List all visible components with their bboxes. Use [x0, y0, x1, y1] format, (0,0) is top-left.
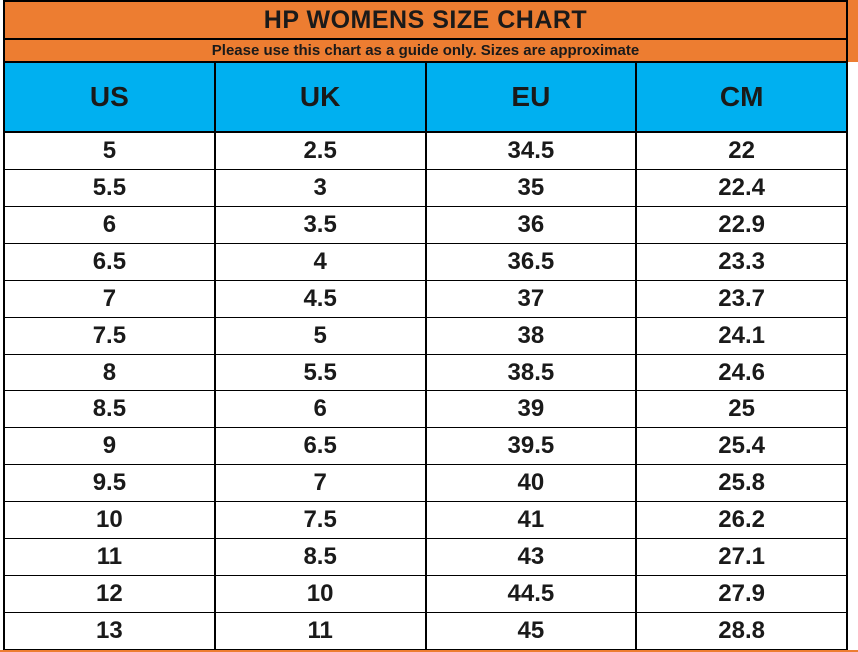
table-row: 11 8.5 43 27.1: [3, 538, 848, 577]
subtitle-row: Please use this chart as a guide only. S…: [3, 38, 848, 63]
table-cell: 3: [213, 169, 427, 207]
table-cell: 6.5: [213, 427, 427, 466]
table-cell: 34.5: [424, 131, 638, 171]
table-row: 6.5 4 36.5 23.3: [3, 242, 848, 281]
table-cell: 4: [213, 242, 427, 281]
table-row: 12 10 44.5 27.9: [3, 575, 848, 613]
table-row: 7 4.5 37 23.7: [3, 279, 848, 318]
table-cell: 27.9: [635, 575, 848, 613]
table-cell: 23.3: [635, 242, 848, 281]
table-cell: 23.7: [635, 279, 848, 318]
table-row: 8.5 6 39 25: [3, 390, 848, 429]
column-header-uk: UK: [213, 61, 427, 133]
orange-right-bleed: [845, 0, 858, 62]
table-cell: 37: [424, 279, 638, 318]
table-cell: 40: [424, 464, 638, 503]
disclaimer-text: Please use this chart as a guide only. S…: [3, 38, 848, 63]
table-cell: 5: [3, 131, 216, 171]
table-cell: 41: [424, 501, 638, 540]
table-cell: 10: [3, 501, 216, 540]
column-header-row: US UK EU CM: [3, 61, 848, 133]
table-row: 6 3.5 36 22.9: [3, 205, 848, 244]
table-row: 5 2.5 34.5 22: [3, 131, 848, 171]
size-chart-table: HP WOMENS SIZE CHART Please use this cha…: [3, 0, 848, 651]
table-cell: 13: [3, 611, 216, 651]
table-row: 5.5 3 35 22.4: [3, 169, 848, 207]
table-cell: 12: [3, 575, 216, 613]
table-cell: 7: [213, 464, 427, 503]
table-cell: 7.5: [213, 501, 427, 540]
table-cell: 9: [3, 427, 216, 466]
table-cell: 27.1: [635, 538, 848, 577]
column-header-cm: CM: [635, 61, 848, 133]
table-cell: 11: [3, 538, 216, 577]
title-row: HP WOMENS SIZE CHART: [3, 0, 848, 40]
table-row: 9 6.5 39.5 25.4: [3, 427, 848, 466]
table-cell: 25.4: [635, 427, 848, 466]
page-title: HP WOMENS SIZE CHART: [3, 0, 848, 40]
table-row: 7.5 5 38 24.1: [3, 316, 848, 355]
table-cell: 6.5: [3, 242, 216, 281]
table-cell: 8: [3, 353, 216, 392]
table-cell: 35: [424, 169, 638, 207]
table-cell: 26.2: [635, 501, 848, 540]
table-cell: 7.5: [3, 316, 216, 355]
table-row: 10 7.5 41 26.2: [3, 501, 848, 540]
table-cell: 25.8: [635, 464, 848, 503]
table-cell: 43: [424, 538, 638, 577]
table-cell: 2.5: [213, 131, 427, 171]
orange-bottom-strip: [0, 650, 858, 652]
column-header-us: US: [3, 61, 216, 133]
table-cell: 38: [424, 316, 638, 355]
table-cell: 5: [213, 316, 427, 355]
table-row: 8 5.5 38.5 24.6: [3, 353, 848, 392]
table-cell: 11: [213, 611, 427, 651]
table-cell: 24.6: [635, 353, 848, 392]
table-cell: 44.5: [424, 575, 638, 613]
table-cell: 10: [213, 575, 427, 613]
table-cell: 6: [3, 205, 216, 244]
table-cell: 45: [424, 611, 638, 651]
table-cell: 24.1: [635, 316, 848, 355]
table-cell: 36: [424, 205, 638, 244]
table-cell: 22: [635, 131, 848, 171]
table-cell: 22.9: [635, 205, 848, 244]
table-cell: 38.5: [424, 353, 638, 392]
table-cell: 5.5: [3, 169, 216, 207]
table-cell: 39.5: [424, 427, 638, 466]
table-row: 13 11 45 28.8: [3, 611, 848, 651]
table-cell: 22.4: [635, 169, 848, 207]
table-cell: 28.8: [635, 611, 848, 651]
table-cell: 9.5: [3, 464, 216, 503]
table-row: 9.5 7 40 25.8: [3, 464, 848, 503]
table-cell: 6: [213, 390, 427, 429]
table-cell: 39: [424, 390, 638, 429]
table-cell: 3.5: [213, 205, 427, 244]
table-cell: 36.5: [424, 242, 638, 281]
table-cell: 8.5: [3, 390, 216, 429]
table-cell: 4.5: [213, 279, 427, 318]
size-chart-header: HP WOMENS SIZE CHART Please use this cha…: [3, 0, 848, 133]
table-cell: 25: [635, 390, 848, 429]
table-cell: 7: [3, 279, 216, 318]
table-cell: 5.5: [213, 353, 427, 392]
column-header-eu: EU: [424, 61, 638, 133]
table-cell: 8.5: [213, 538, 427, 577]
size-table-body: 5 2.5 34.5 22 5.5 3 35 22.4 6 3.5 36 22.9 6.5 4 36.5 23…: [3, 131, 848, 651]
